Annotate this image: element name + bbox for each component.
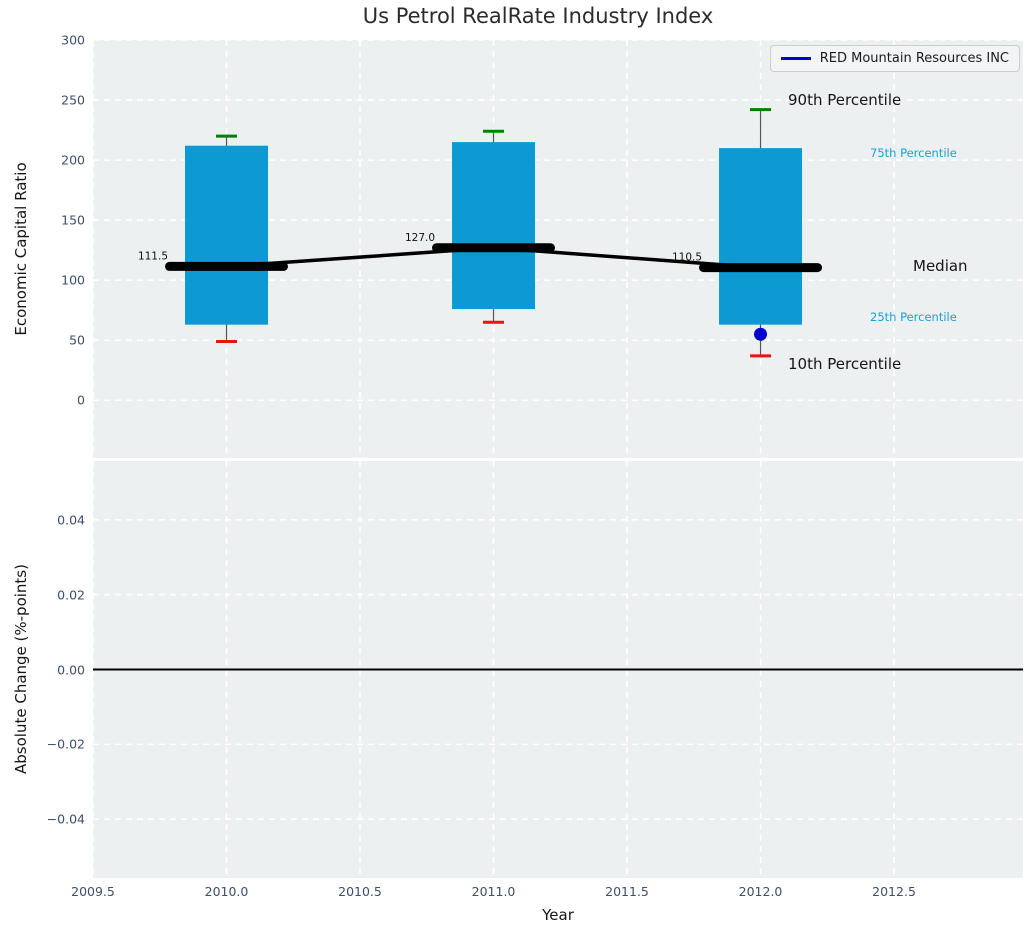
ytick-top: 0 [77, 392, 85, 408]
ytick-top: 300 [61, 32, 85, 48]
chart-title: Us Petrol RealRate Industry Index [362, 4, 714, 28]
ytick-top: 150 [61, 212, 85, 228]
label-25th-percentile: 25th Percentile [870, 310, 957, 324]
xlabel-year: Year [542, 906, 574, 924]
ylabel-economic-capital-ratio: Economic Capital Ratio [12, 162, 30, 336]
ytick-bottom: −0.02 [46, 736, 85, 752]
ytick-top: 200 [61, 152, 85, 168]
boxplot-canvas: 111.5 127.0 110.5 [93, 40, 1023, 458]
axes-economic-capital-ratio: 111.5 127.0 110.5 RED Mountain Resources I… [93, 40, 1023, 458]
company-point [754, 327, 768, 341]
label-75th-percentile: 75th Percentile [870, 146, 957, 160]
ytick-bottom: 0.04 [57, 512, 85, 528]
iqr-box [719, 148, 803, 325]
ytick-bottom: 0.00 [57, 662, 85, 677]
label-90th-percentile: 90th Percentile [788, 91, 902, 109]
legend-label: RED Mountain Resources INC [819, 51, 1009, 66]
label-median: Median [913, 257, 968, 275]
ylabel-absolute-change: Absolute Change (%-points) [12, 564, 30, 774]
xtick: 2010.5 [338, 884, 382, 899]
axes-absolute-change [93, 461, 1023, 878]
ytick-top: 50 [69, 332, 85, 348]
xtick: 2009.5 [71, 884, 115, 899]
change-canvas [93, 461, 1023, 878]
legend-line-icon [780, 57, 811, 60]
ytick-top: 100 [61, 272, 85, 288]
median-annotation: 127.0 [405, 232, 435, 244]
median-annotation: 111.5 [138, 250, 168, 262]
legend[interactable]: RED Mountain Resources INC [769, 45, 1020, 72]
xtick: 2011.0 [471, 884, 516, 899]
xtick: 2012.0 [738, 884, 783, 899]
ytick-bottom: −0.04 [46, 811, 85, 827]
ytick-top: 250 [61, 92, 85, 108]
iqr-box [452, 142, 536, 310]
ytick-bottom: 0.02 [57, 587, 85, 603]
label-10th-percentile: 10th Percentile [788, 355, 902, 373]
median-annotation: 110.5 [672, 252, 702, 264]
xtick: 2012.5 [872, 884, 916, 899]
iqr-box [185, 145, 269, 325]
xtick: 2010.0 [204, 884, 249, 899]
xtick: 2011.5 [605, 884, 649, 899]
